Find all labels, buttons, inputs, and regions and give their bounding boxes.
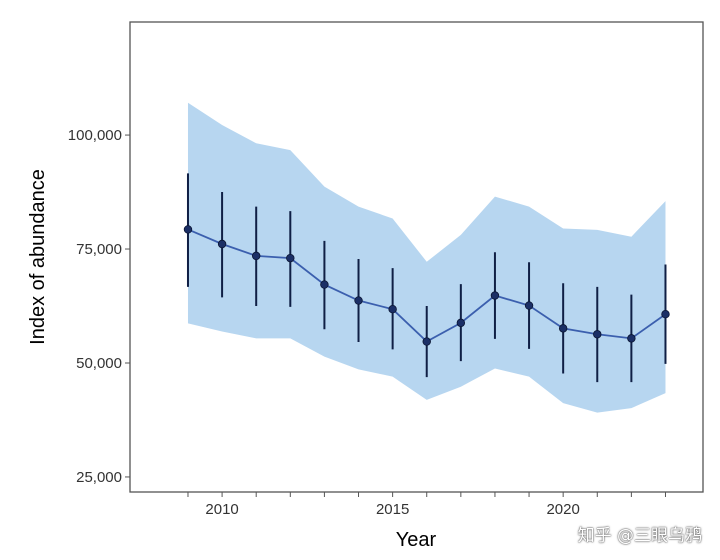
data-point — [388, 304, 397, 314]
data-point — [627, 334, 636, 343]
confidence-ribbon-layer — [187, 102, 666, 413]
x-tick-label: 2015 — [376, 501, 409, 518]
data-point — [354, 296, 363, 305]
data-point — [558, 324, 568, 333]
data-point — [320, 280, 329, 289]
data-point — [456, 318, 466, 328]
data-point — [661, 310, 670, 319]
points-layer — [183, 225, 670, 346]
y-axis: 25,000 50,000 75,000 100,000 — [68, 127, 130, 486]
plot-panel-border — [129, 21, 704, 493]
data-point — [490, 291, 500, 300]
data-point — [524, 301, 534, 310]
x-tick-label: 2010 — [205, 501, 238, 518]
x-tick-label: 2020 — [546, 501, 579, 518]
data-point — [251, 251, 261, 261]
data-point — [217, 239, 227, 249]
y-tick-label: 50,000 — [76, 355, 122, 372]
data-point — [422, 337, 431, 346]
x-axis: 2010 2015 2020 — [187, 492, 666, 518]
data-point — [183, 225, 193, 234]
y-tick-label: 25,000 — [76, 469, 122, 486]
confidence-ribbon — [187, 102, 666, 413]
y-tick-label: 75,000 — [76, 241, 122, 258]
data-point — [286, 253, 295, 263]
data-point — [593, 330, 602, 339]
y-axis-title: Index of abundance — [27, 169, 49, 345]
y-tick-label: 100,000 — [68, 127, 122, 144]
x-axis-title: Year — [396, 529, 437, 551]
watermark: 知乎 @三眼乌鸦 — [577, 526, 702, 546]
